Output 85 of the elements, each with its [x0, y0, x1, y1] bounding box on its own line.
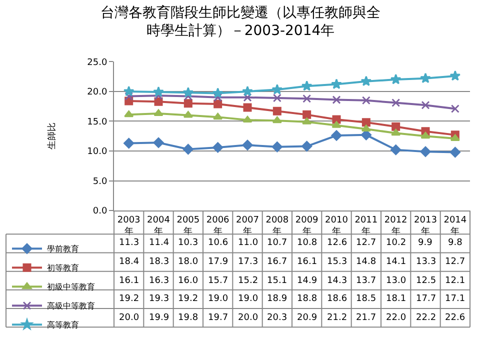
data-label: 17.9 — [208, 257, 228, 267]
data-label: 16.1 — [119, 276, 140, 286]
legend-label: 學前教育 — [47, 244, 79, 254]
x-tick-label: 2014年 — [444, 215, 467, 238]
data-label: 12.7 — [445, 257, 466, 267]
data-label: 19.0 — [238, 294, 258, 304]
data-label: 18.3 — [149, 257, 170, 267]
data-label: 11.4 — [149, 238, 170, 248]
data-label: 13.3 — [416, 257, 436, 267]
y-tick-label: 0.0 — [92, 206, 108, 217]
x-tick-label: 2006年 — [206, 215, 230, 238]
data-label: 17.7 — [416, 294, 436, 304]
x-tick-label: 2010年 — [325, 215, 348, 238]
data-label: 20.9 — [297, 313, 318, 323]
data-label: 12.5 — [416, 276, 436, 286]
data-label: 11.3 — [119, 238, 140, 248]
data-label: 13.7 — [356, 276, 376, 286]
data-label: 19.3 — [149, 294, 170, 304]
data-label: 12.7 — [356, 238, 376, 248]
data-label: 18.5 — [356, 294, 376, 304]
data-label: 18.9 — [267, 294, 288, 304]
data-label: 12.6 — [327, 238, 348, 248]
x-tick-label: 2011年 — [354, 215, 378, 238]
data-label: 15.2 — [238, 276, 258, 286]
y-tick-label: 20.0 — [87, 88, 108, 98]
data-label: 12.1 — [445, 276, 466, 286]
legend-label: 初等教育 — [47, 264, 79, 273]
data-label: 19.8 — [178, 313, 198, 323]
data-label: 14.1 — [386, 257, 406, 267]
data-label: 13.0 — [386, 276, 406, 286]
data-label: 14.8 — [356, 257, 376, 267]
data-label: 16.3 — [149, 276, 170, 286]
y-tick-label: 10.0 — [87, 147, 108, 158]
data-label: 15.7 — [208, 276, 228, 286]
y-tick-label: 5.0 — [92, 176, 108, 187]
data-label: 18.8 — [297, 294, 318, 304]
data-label: 15.3 — [327, 257, 348, 267]
x-tick-label: 2008年 — [266, 215, 289, 238]
data-label: 16.7 — [267, 257, 288, 267]
data-label: 20.0 — [119, 313, 140, 323]
data-label: 20.0 — [238, 313, 258, 323]
data-label: 19.2 — [178, 294, 198, 304]
data-label: 15.1 — [267, 276, 288, 286]
data-label: 16.1 — [297, 257, 318, 267]
data-label: 10.6 — [208, 238, 228, 248]
x-tick-label: 2003年 — [117, 215, 140, 238]
data-label: 16.0 — [178, 276, 198, 286]
data-label: 19.0 — [208, 294, 228, 304]
data-label: 10.3 — [178, 238, 198, 248]
data-label: 10.8 — [297, 238, 318, 248]
data-label: 11.0 — [238, 238, 258, 248]
x-tick-label: 2005年 — [176, 215, 200, 238]
data-label: 22.0 — [386, 313, 406, 323]
data-label: 22.6 — [445, 313, 466, 323]
data-label: 20.3 — [267, 313, 288, 323]
data-label: 9.9 — [418, 238, 433, 248]
data-label: 18.4 — [119, 257, 140, 267]
x-tick-label: 2009年 — [295, 215, 319, 238]
y-tick-label: 25.0 — [87, 58, 108, 68]
legend-label: 高級中等教育 — [47, 302, 95, 311]
data-label: 14.9 — [297, 276, 318, 286]
data-label: 10.7 — [267, 238, 288, 248]
x-tick-label: 2012年 — [384, 215, 408, 238]
data-label: 22.2 — [416, 313, 436, 323]
data-label: 14.3 — [327, 276, 348, 286]
y-tick-label: 15.0 — [87, 117, 108, 128]
x-tick-label: 2013年 — [414, 215, 437, 238]
data-label: 17.3 — [238, 257, 258, 267]
data-label: 21.2 — [327, 313, 348, 323]
data-label: 19.2 — [119, 294, 140, 304]
data-label: 19.7 — [208, 313, 228, 323]
data-label: 18.6 — [327, 294, 348, 304]
x-tick-label: 2004年 — [147, 215, 170, 238]
data-label: 18.1 — [386, 294, 406, 304]
y-axis-title: 生師比 — [46, 122, 58, 150]
data-label: 9.8 — [448, 238, 463, 248]
x-tick-label: 2007年 — [236, 215, 259, 238]
legend-label: 初級中等教育 — [47, 282, 95, 292]
data-label: 17.1 — [445, 294, 466, 304]
data-label: 10.2 — [386, 238, 406, 248]
data-label: 21.7 — [356, 313, 376, 323]
legend-label: 高等教育 — [47, 320, 79, 330]
chart-title: 台灣各教育階段生師比變遷（以專任教師與全時學生計算）－2003-2014年 — [100, 4, 380, 39]
data-label: 18.0 — [178, 257, 198, 267]
data-label: 19.9 — [149, 313, 170, 323]
